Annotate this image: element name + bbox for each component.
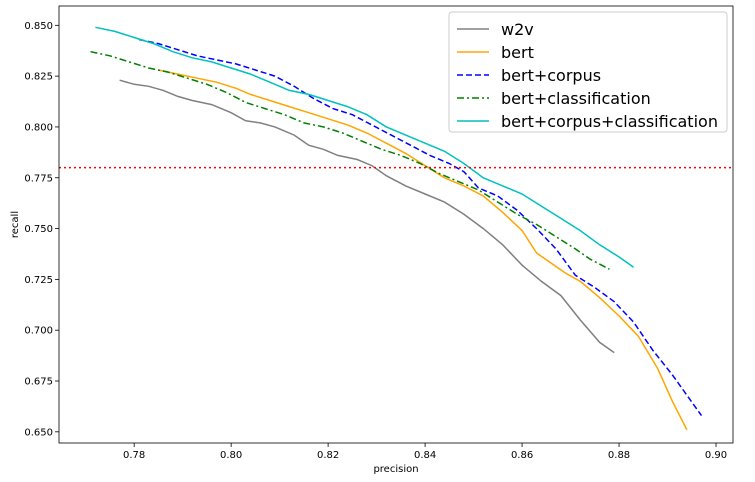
x-tick-label: 0.88 [608, 450, 630, 461]
y-tick-label: 0.700 [24, 326, 53, 337]
y-tick-label: 0.650 [24, 427, 53, 438]
x-tick-label: 0.84 [414, 450, 436, 461]
x-tick-label: 0.82 [317, 450, 339, 461]
y-axis: 0.650 0.675 0.700 0.725 0.750 0.775 0.800 0.825… [24, 21, 59, 438]
x-axis: 0.78 0.80 0.82 0.84 0.86 0.88 0.90 [123, 443, 727, 461]
legend-label: bert+corpus [501, 66, 601, 85]
series-line-3 [90, 50, 610, 270]
x-tick-label: 0.80 [220, 450, 242, 461]
y-tick-label: 0.725 [24, 275, 53, 286]
x-tick-label: 0.90 [705, 450, 727, 461]
x-axis-label: precision [373, 464, 418, 475]
series-line-0 [119, 79, 615, 354]
y-axis-label: recall [10, 211, 21, 238]
y-tick-label: 0.775 [24, 173, 53, 184]
y-tick-label: 0.850 [24, 21, 53, 32]
y-tick-label: 0.750 [24, 224, 53, 235]
legend-label: bert [501, 43, 534, 62]
plot-frame [58, 5, 734, 444]
legend: w2v bert bert+corpus bert+classification ber… [448, 11, 728, 133]
x-tick-label: 0.86 [511, 450, 533, 461]
y-tick-label: 0.675 [24, 377, 53, 388]
x-tick-label: 0.78 [123, 450, 145, 461]
legend-label: bert+corpus+classification [501, 112, 718, 131]
legend-box [448, 11, 728, 133]
legend-label: bert+classification [501, 89, 651, 108]
series-layer [90, 26, 703, 431]
y-tick-label: 0.800 [24, 122, 53, 133]
series-line-4 [95, 26, 635, 268]
y-tick-label: 0.825 [24, 72, 53, 83]
series-line-2 [138, 38, 703, 417]
legend-label: w2v [501, 20, 534, 39]
